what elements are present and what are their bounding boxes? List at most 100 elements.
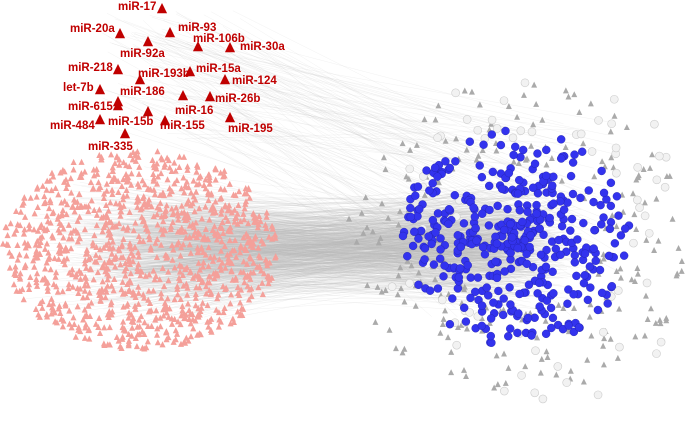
target-node [57,247,64,254]
target-node [120,224,127,231]
target-node [74,198,81,205]
mirna-label: miR-218 [68,62,113,74]
gene-node [532,200,541,210]
mirna-node [219,74,231,85]
target-node [117,254,125,261]
faint-node [629,238,638,248]
target-node [115,188,122,196]
gene-node [578,147,587,156]
target-node [247,275,254,282]
gene-node [425,286,435,295]
target-node [44,284,51,291]
target-node [84,249,91,256]
gray-node [544,354,551,360]
gene-node [424,232,433,241]
gene-node [444,204,454,214]
gray-node [641,199,648,206]
target-node [206,180,213,187]
target-node [159,156,166,163]
target-node [178,202,185,209]
target-node [93,166,100,173]
gene-node [439,272,448,281]
target-node [102,268,109,275]
target-node [134,203,141,210]
target-node [190,232,197,239]
gene-node [478,209,487,218]
target-node [86,335,93,342]
target-node [41,192,48,200]
target-node [226,202,233,209]
target-node [184,211,191,218]
target-node [37,223,44,230]
gene-node [433,284,443,293]
gray-node [655,237,662,244]
target-node [109,164,116,171]
target-node [192,294,199,301]
gene-node [586,283,595,292]
target-node [39,182,46,189]
gene-node [441,157,450,166]
target-node [268,222,276,229]
target-node [252,233,259,240]
gene-node [551,244,561,254]
gene-node [522,259,532,269]
faint-node [652,349,661,358]
target-node [128,170,135,177]
target-node [76,190,83,198]
target-node [122,272,129,279]
target-node [212,209,219,216]
target-node [102,294,109,301]
target-node [66,307,73,314]
mirna-label: miR-26b [215,93,260,105]
target-node [39,276,46,283]
target-node [154,148,161,155]
mirna-label: miR-92a [120,48,165,60]
gene-node [514,175,524,185]
target-node [177,252,184,259]
gray-node [653,195,660,202]
gene-node [533,189,543,198]
target-node [49,300,57,307]
target-node [118,344,125,351]
gene-node [616,231,626,240]
gene-node [532,209,541,218]
gene-node [430,163,440,172]
gray-node [643,236,650,243]
target-node [232,214,239,222]
mirna-node [94,114,106,125]
gray-node [412,302,419,309]
gray-node [413,141,420,148]
target-node [222,264,229,271]
target-node [221,172,228,179]
gray-node [543,161,550,168]
gray-node [392,345,399,352]
target-node [124,192,131,199]
faint-node [530,388,540,398]
target-node [269,225,276,232]
target-node [77,285,84,292]
target-node [142,221,149,228]
target-node [206,273,213,280]
mirna-node [184,66,196,77]
gene-node [445,320,455,329]
target-node [158,241,165,248]
target-node [236,312,244,319]
gene-node [425,186,434,195]
target-node [105,172,112,179]
target-node [193,168,200,175]
target-node [265,233,273,240]
gene-node [515,206,524,215]
gene-node [420,244,430,253]
target-node [227,300,234,307]
target-node [109,190,116,197]
target-node [81,287,88,294]
target-node [128,249,135,256]
target-node [183,183,190,190]
target-node [22,262,29,269]
faint-node [587,147,597,156]
target-node [218,266,225,273]
target-node [132,157,139,164]
gene-node [477,301,487,310]
gene-node [523,313,533,323]
target-node [190,325,197,332]
